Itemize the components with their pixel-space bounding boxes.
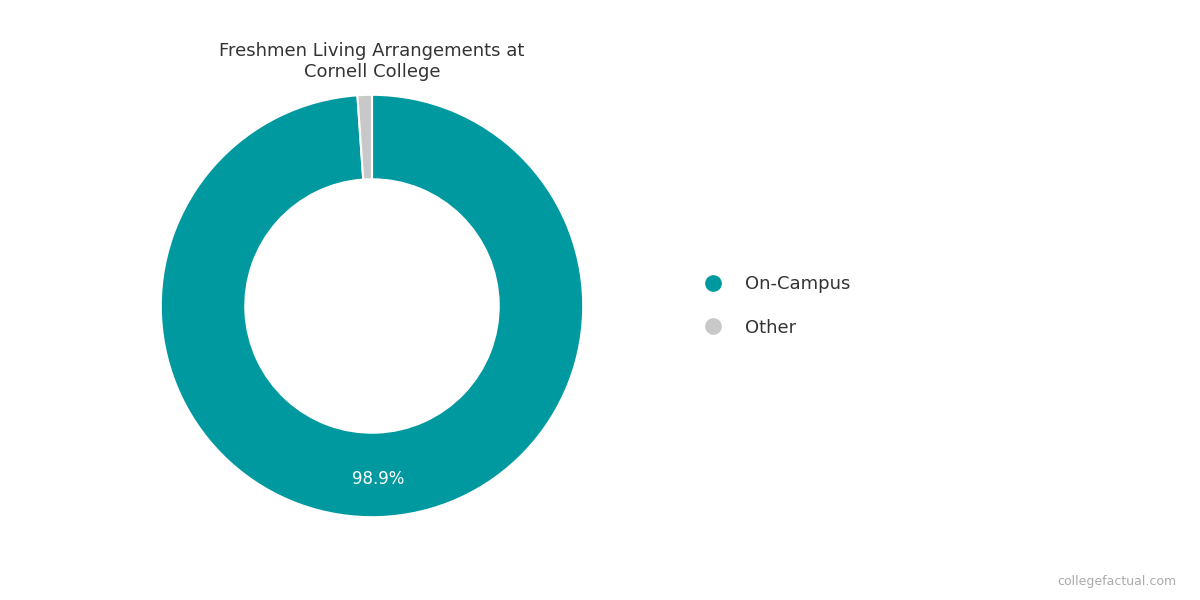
Text: collegefactual.com: collegefactual.com [1057,575,1176,588]
Wedge shape [161,95,583,517]
Wedge shape [358,95,372,179]
Text: Freshmen Living Arrangements at
Cornell College: Freshmen Living Arrangements at Cornell … [220,42,524,81]
Legend: On-Campus, Other: On-Campus, Other [688,268,858,344]
Text: 98.9%: 98.9% [352,470,404,488]
